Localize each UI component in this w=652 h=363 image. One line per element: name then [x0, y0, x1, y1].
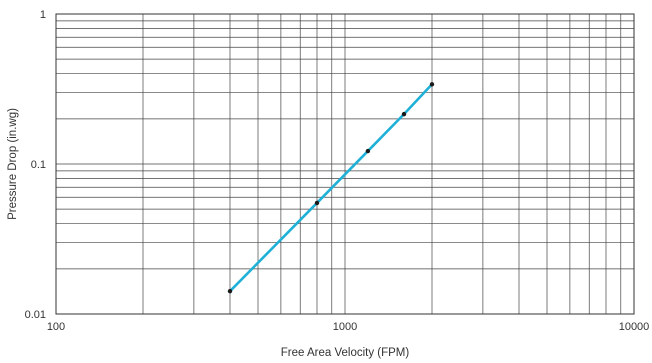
- data-point: [401, 111, 407, 117]
- data-point: [314, 200, 320, 206]
- x-tick-label: 100: [47, 321, 65, 333]
- data-point: [365, 148, 371, 154]
- data-point: [429, 82, 435, 87]
- y-tick-label: 1: [40, 9, 46, 21]
- chart-marks: [227, 82, 435, 294]
- y-axis-label: Pressure Drop (in.wg): [7, 108, 19, 220]
- tick-labels: 100 1000 10000 1 0.1 0.01: [25, 9, 650, 333]
- x-tick-label: 1000: [333, 321, 357, 333]
- x-axis-label: Free Area Velocity (FPM): [281, 347, 410, 359]
- x-tick-label: 10000: [619, 321, 650, 333]
- chart-grid: [56, 14, 634, 314]
- y-tick-label: 0.01: [25, 309, 46, 321]
- series-line: [228, 82, 434, 293]
- y-tick-label: 0.1: [31, 159, 46, 171]
- data-point: [227, 288, 233, 294]
- plot-frame: [55, 13, 635, 315]
